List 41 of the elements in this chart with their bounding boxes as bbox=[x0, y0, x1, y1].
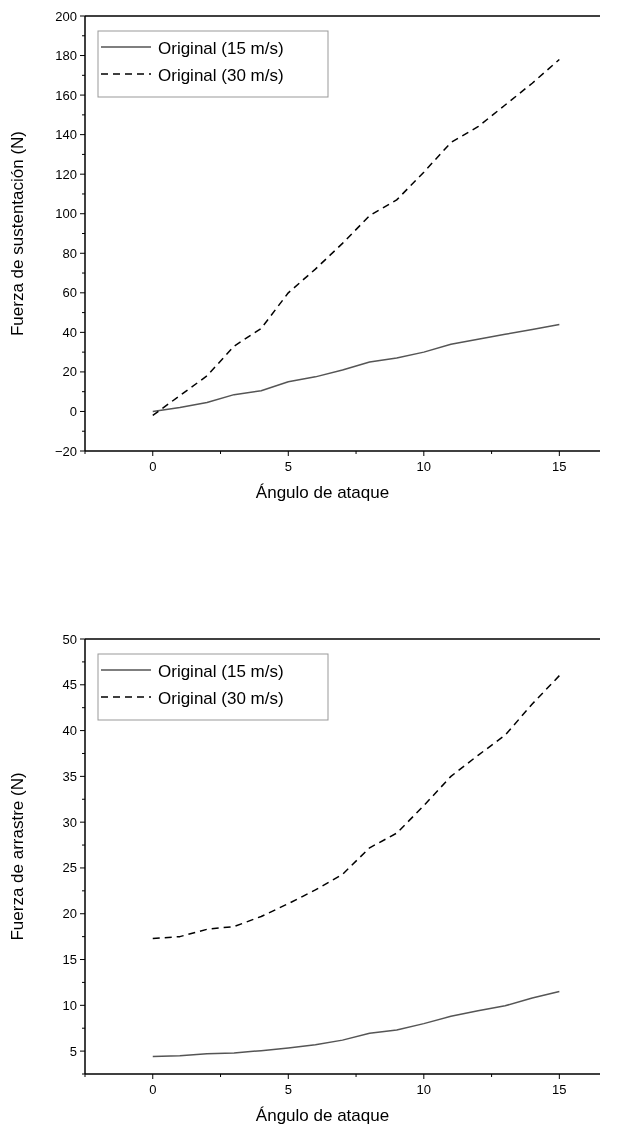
y-axis-title: Fuerza de arrastre (N) bbox=[8, 772, 27, 941]
x-tick-label: 5 bbox=[284, 1082, 292, 1097]
legend-label: Original (15 m/s) bbox=[158, 662, 284, 681]
y-tick-label: 45 bbox=[62, 677, 77, 693]
x-tick-label: 10 bbox=[416, 1082, 432, 1097]
y-tick-label: 20 bbox=[62, 906, 77, 922]
y-tick-label: 0 bbox=[69, 403, 77, 419]
y-tick-label: 25 bbox=[62, 860, 77, 876]
x-axis-title: Ángulo de ataque bbox=[255, 483, 390, 502]
y-tick-label: 60 bbox=[62, 285, 77, 301]
legend-label: Original (30 m/s) bbox=[158, 689, 284, 708]
line-series bbox=[152, 323, 561, 413]
y-tick-label: 20 bbox=[62, 364, 77, 380]
y-tick-label: 120 bbox=[55, 166, 77, 182]
y-axis-title: Fuerza de sustentación (N) bbox=[8, 130, 27, 337]
y-tick-label: 15 bbox=[62, 952, 77, 968]
y-tick-label: 200 bbox=[55, 8, 77, 24]
y-tick-label: 40 bbox=[62, 324, 77, 340]
y-tick-label: 180 bbox=[55, 48, 77, 64]
x-tick-label: 5 bbox=[284, 459, 292, 474]
y-tick-label: 35 bbox=[62, 768, 77, 784]
y-tick-label: 5 bbox=[69, 1043, 77, 1059]
x-axis-title: Ángulo de ataque bbox=[255, 1106, 390, 1125]
x-tick-label: 15 bbox=[552, 1082, 567, 1097]
line-series bbox=[152, 990, 561, 1058]
legend-label: Original (15 m/s) bbox=[158, 39, 284, 58]
y-tick-label: 80 bbox=[62, 245, 77, 261]
y-tick-label: 160 bbox=[55, 87, 77, 103]
y-tick-label: 50 bbox=[62, 631, 77, 647]
line-series bbox=[152, 58, 561, 417]
y-tick-label: −20 bbox=[54, 443, 77, 459]
y-tick-label: 10 bbox=[62, 997, 77, 1013]
y-tick-label: 100 bbox=[55, 206, 77, 222]
legend-label: Original (30 m/s) bbox=[158, 66, 284, 85]
x-tick-label: 15 bbox=[552, 459, 567, 474]
x-tick-label: 10 bbox=[416, 459, 432, 474]
y-tick-label: 30 bbox=[62, 814, 77, 830]
y-tick-label: 40 bbox=[62, 723, 77, 739]
x-tick-label: 0 bbox=[149, 459, 157, 474]
y-tick-label: 140 bbox=[55, 127, 77, 143]
x-tick-label: 0 bbox=[149, 1082, 157, 1097]
